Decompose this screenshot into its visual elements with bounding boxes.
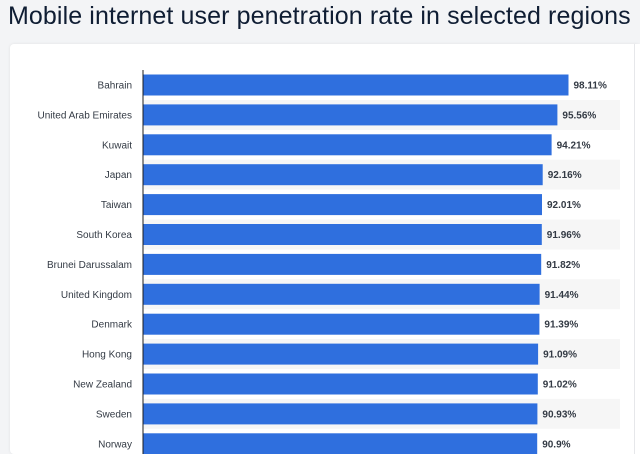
category-label: Japan	[105, 170, 132, 181]
category-label: Sweden	[96, 409, 132, 420]
bar[interactable]	[143, 283, 540, 305]
category-label: United Arab Emirates	[38, 110, 133, 121]
category-label: Taiwan	[101, 200, 132, 211]
category-label: Hong Kong	[82, 350, 132, 361]
value-label: 92.16%	[548, 170, 582, 181]
bar[interactable]	[143, 194, 542, 216]
value-label: 95.56%	[562, 110, 596, 121]
bar[interactable]	[143, 433, 538, 454]
value-label: 94.21%	[557, 140, 591, 151]
value-label: 91.02%	[543, 380, 577, 391]
category-label: South Korea	[76, 230, 132, 241]
bar[interactable]	[143, 104, 558, 126]
bar[interactable]	[143, 164, 543, 186]
bar[interactable]	[143, 253, 542, 275]
category-label: Denmark	[91, 320, 133, 331]
category-label: Kuwait	[102, 140, 132, 151]
side-panel-edge	[634, 44, 640, 454]
chart-card: Bahrain 98.11% United Arab Emirates 95.56% K…	[10, 44, 640, 454]
value-label: 91.44%	[545, 290, 579, 301]
value-label: 91.39%	[544, 320, 578, 331]
value-label: 91.82%	[546, 260, 580, 271]
value-label: 92.01%	[547, 200, 581, 211]
bar[interactable]	[143, 373, 538, 395]
value-label: 91.09%	[543, 350, 577, 361]
category-label: New Zealand	[73, 380, 132, 391]
bar-chart: Bahrain 98.11% United Arab Emirates 95.56% K…	[38, 70, 620, 454]
bar[interactable]	[143, 343, 539, 365]
category-label: Brunei Darussalam	[47, 260, 132, 271]
category-label: Norway	[98, 439, 132, 450]
page-title: Mobile internet user penetration rate in…	[8, 2, 631, 30]
value-label: 98.11%	[574, 81, 607, 92]
bar[interactable]	[143, 313, 540, 335]
category-label: United Kingdom	[61, 290, 132, 301]
category-label: Bahrain	[98, 81, 132, 92]
value-label: 91.96%	[547, 230, 581, 241]
value-label: 90.93%	[542, 409, 576, 420]
bar[interactable]	[143, 224, 542, 245]
bar[interactable]	[143, 74, 569, 96]
bar[interactable]	[143, 134, 552, 156]
bar[interactable]	[143, 403, 538, 425]
value-label: 90.9%	[542, 439, 570, 450]
